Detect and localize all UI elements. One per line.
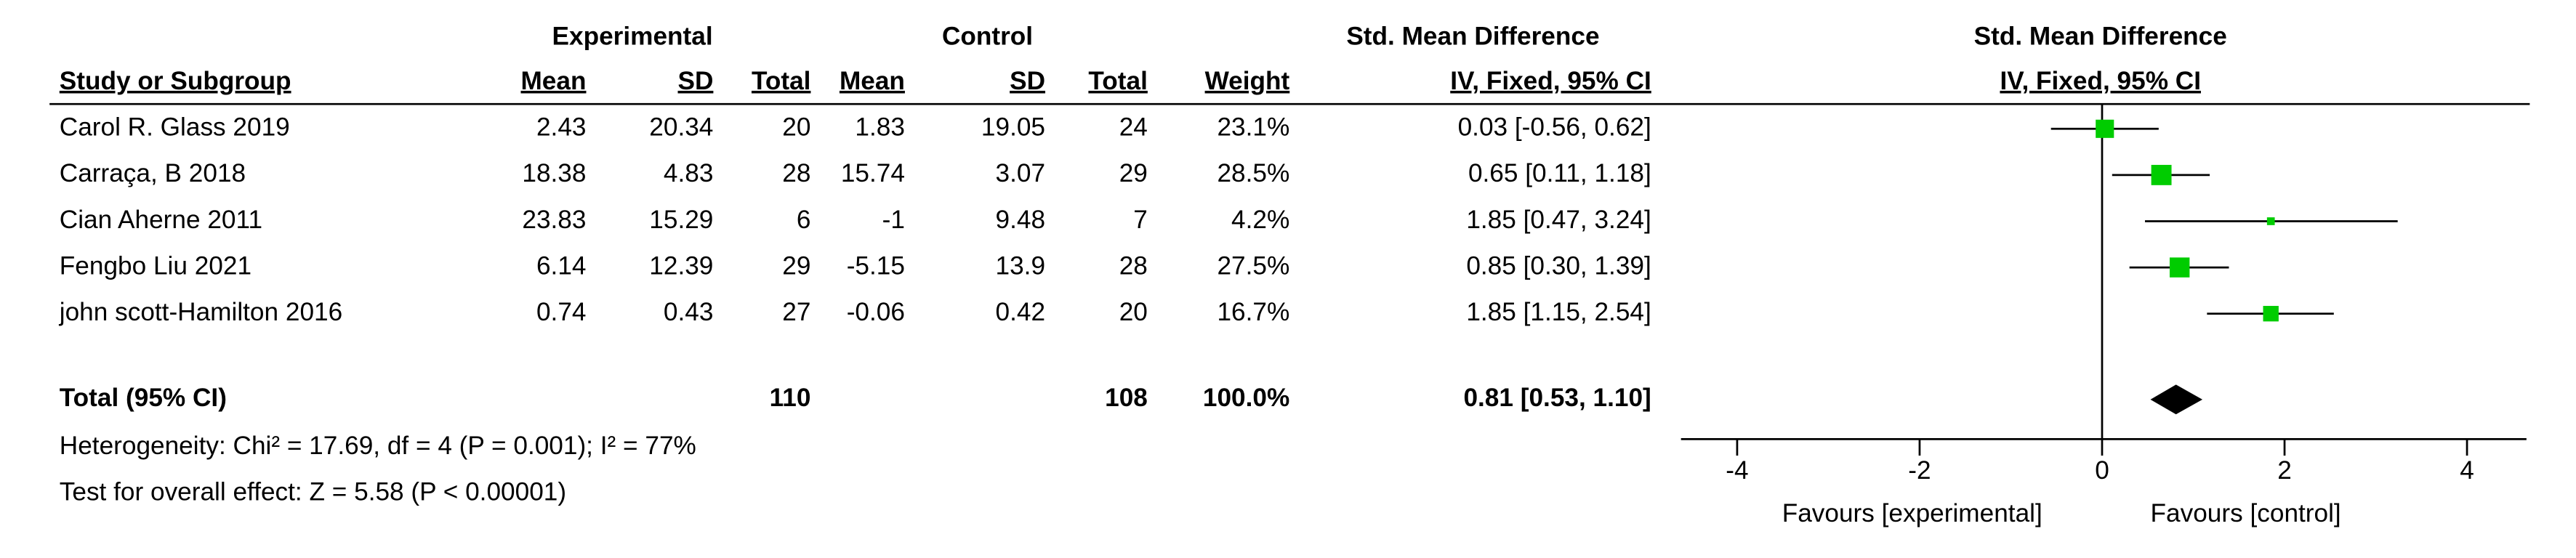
cell: 20 xyxy=(1119,298,1148,326)
weight: 23.1% xyxy=(1217,113,1289,142)
column-header: IV, Fixed, 95% CI xyxy=(1450,67,1651,95)
cell: -0.06 xyxy=(847,298,905,326)
heterogeneity: Heterogeneity: Chi² = 17.69, df = 4 (P =… xyxy=(60,432,696,460)
ci: 1.85 [0.47, 3.24] xyxy=(1466,206,1651,234)
cell: -1 xyxy=(882,206,905,234)
cell: 0.74 xyxy=(536,298,587,326)
effect-square xyxy=(2151,164,2172,185)
column-header: SD xyxy=(1010,67,1045,95)
x-tick-label: 0 xyxy=(2095,456,2109,485)
ci: 1.85 [1.15, 2.54] xyxy=(1466,298,1651,326)
x-tick-label: -2 xyxy=(1908,456,1931,485)
cell: 13.9 xyxy=(996,251,1046,280)
summary-diamond xyxy=(2150,384,2203,415)
study-name: Fengbo Liu 2021 xyxy=(60,251,251,280)
group-header: Experimental xyxy=(552,23,713,51)
ci: 0.03 [-0.56, 0.62] xyxy=(1458,113,1651,142)
column-header: Mean xyxy=(840,67,905,95)
total-label: Total (95% CI) xyxy=(60,384,227,412)
cell: 27 xyxy=(782,298,810,326)
cell: 23.83 xyxy=(522,206,586,234)
cell: 20 xyxy=(782,113,810,142)
weight: 28.5% xyxy=(1217,159,1289,187)
column-header: Mean xyxy=(520,67,586,95)
cell: 2.43 xyxy=(536,113,587,142)
total-ctl: 108 xyxy=(1105,384,1148,412)
weight: 27.5% xyxy=(1217,251,1289,280)
study-name: john scott-Hamilton 2016 xyxy=(59,298,342,326)
cell: 29 xyxy=(1119,159,1148,187)
cell: 20.34 xyxy=(649,113,713,142)
cell: 24 xyxy=(1119,113,1148,142)
overall-effect: Test for overall effect: Z = 5.58 (P < 0… xyxy=(60,478,566,506)
x-tick-label: 2 xyxy=(2277,456,2292,485)
cell: 28 xyxy=(782,159,810,187)
group-header: Control xyxy=(942,23,1033,51)
cell: 6.14 xyxy=(536,251,587,280)
column-header: Study or Subgroup xyxy=(60,67,291,95)
cell: 29 xyxy=(782,251,810,280)
cell: 0.42 xyxy=(996,298,1046,326)
cell: 28 xyxy=(1119,251,1148,280)
column-header: SD xyxy=(678,67,714,95)
cell: 19.05 xyxy=(981,113,1045,142)
cell: 18.38 xyxy=(522,159,586,187)
cell: 15.29 xyxy=(649,206,713,234)
weight: 16.7% xyxy=(1217,298,1289,326)
cell: 0.43 xyxy=(664,298,714,326)
cell: 12.39 xyxy=(649,251,713,280)
cell: -5.15 xyxy=(847,251,905,280)
column-header: Total xyxy=(752,67,810,95)
x-label-right: Favours [control] xyxy=(2151,499,2341,527)
cell: 15.74 xyxy=(841,159,905,187)
cell: 1.83 xyxy=(855,113,905,142)
ci: 0.65 [0.11, 1.18] xyxy=(1468,159,1651,187)
column-header: Weight xyxy=(1205,67,1290,95)
effect-square xyxy=(2169,257,2190,278)
study-name: Carraça, B 2018 xyxy=(60,159,246,187)
cell: 9.48 xyxy=(996,206,1046,234)
effect-square xyxy=(2266,217,2275,225)
x-label-left: Favours [experimental] xyxy=(1782,499,2042,527)
total-ci: 0.81 [0.53, 1.10] xyxy=(1463,384,1651,412)
cell: 6 xyxy=(797,206,811,234)
total-weight: 100.0% xyxy=(1203,384,1289,412)
column-header: IV, Fixed, 95% CI xyxy=(2000,67,2201,95)
study-name: Carol R. Glass 2019 xyxy=(60,113,290,142)
ci: 0.85 [0.30, 1.39] xyxy=(1466,251,1651,280)
weight: 4.2% xyxy=(1231,206,1289,234)
cell: 3.07 xyxy=(996,159,1046,187)
group-header: Std. Mean Difference xyxy=(1974,23,2227,51)
group-header: Std. Mean Difference xyxy=(1346,23,1599,51)
total-exp: 110 xyxy=(770,384,811,412)
column-header: Total xyxy=(1088,67,1147,95)
x-tick-label: -4 xyxy=(1726,456,1748,485)
cell: 7 xyxy=(1133,206,1148,234)
effect-square xyxy=(2263,306,2279,322)
effect-square xyxy=(2096,119,2114,138)
study-name: Cian Aherne 2011 xyxy=(60,206,262,234)
cell: 4.83 xyxy=(664,159,714,187)
x-tick-label: 4 xyxy=(2460,456,2474,485)
